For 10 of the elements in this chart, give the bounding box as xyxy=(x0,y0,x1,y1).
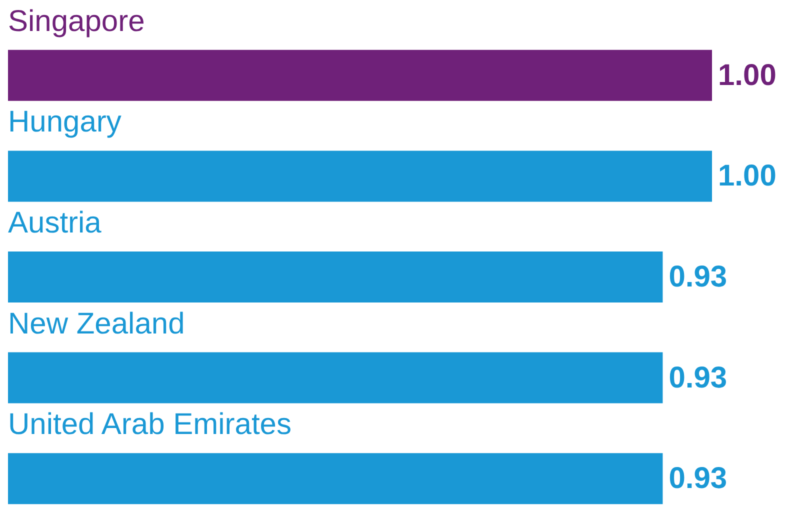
y-tick-label: United Arab Emirates xyxy=(8,408,292,442)
data-label: 1.00 xyxy=(718,160,776,193)
data-label: 1.00 xyxy=(718,58,776,92)
data-label: 0.93 xyxy=(668,361,728,394)
y-tick-label: Hungary xyxy=(8,106,122,139)
y-tick-label: Singapore xyxy=(8,4,145,38)
y-tick-label: Austria xyxy=(8,206,102,240)
data-label: 0.93 xyxy=(668,462,728,496)
y-tick-label: New Zealand xyxy=(8,307,185,340)
data-label: 0.93 xyxy=(668,260,728,294)
